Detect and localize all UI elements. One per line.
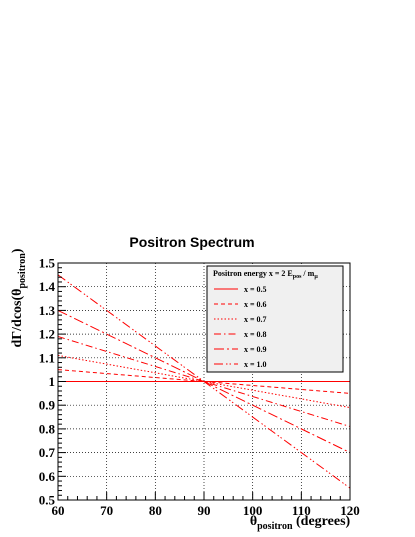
x-tick-label: 80 — [149, 503, 162, 518]
y-axis-label-suffix: ) — [10, 248, 25, 253]
legend-title-prefix: Positron energy x = 2 E — [213, 269, 293, 278]
x-axis-label: θpositron (degrees) — [250, 514, 351, 532]
legend-label: x = 1.0 — [244, 360, 267, 369]
x-tick-label: 110 — [292, 503, 311, 518]
series-lines — [57, 274, 351, 489]
x-tick-label: 120 — [340, 503, 360, 518]
x-axis-label-main: θ — [250, 514, 257, 529]
x-tick-label: 60 — [52, 503, 65, 518]
series-line — [57, 274, 351, 489]
y-tick-label: 1.3 — [39, 303, 56, 318]
y-tick-label: 0.9 — [39, 398, 56, 413]
legend-box — [206, 265, 344, 373]
legend: Positron energy x = 2 Epos / mμ x = 0.5x… — [206, 265, 344, 373]
axis-ticks: 60 70 80 90 100 110 120 0.5 0.6 0.7 0.8 0.9 1 1.1 1.2 1… — [39, 256, 360, 519]
legend-title-sub2: μ — [314, 274, 318, 280]
legend-label: x = 0.9 — [244, 345, 267, 354]
legend-title-sub1: pos — [293, 274, 302, 280]
y-axis-label: dΓ/dcos(θpositron) — [10, 248, 28, 347]
legend-title: Positron energy x = 2 Epos / mμ — [213, 269, 318, 280]
legend-entries: x = 0.5 x = 0.6 x = 0.7 x = 0.8 x = 0.9 x = 1… — [214, 285, 267, 369]
y-axis-label-prefix: dΓ/dcos(θ — [10, 289, 25, 348]
y-tick-label: 1.1 — [39, 350, 55, 365]
legend-label: x = 0.7 — [244, 315, 267, 324]
y-tick-label: 1.5 — [39, 256, 56, 271]
y-tick-label: 1.4 — [39, 279, 56, 294]
y-axis-label-sub: positron — [17, 253, 28, 289]
legend-title-mid: / m — [301, 269, 314, 278]
y-tick-label: 1.2 — [39, 327, 55, 342]
chart-title: Positron Spectrum — [129, 234, 254, 250]
y-tick-label: 0.7 — [39, 445, 56, 460]
y-tick-label: 0.8 — [39, 421, 56, 436]
x-tick-label: 100 — [243, 503, 263, 518]
legend-label: x = 0.8 — [244, 330, 267, 339]
y-tick-label: 1 — [49, 374, 56, 389]
legend-label: x = 0.5 — [244, 285, 267, 294]
y-tick-label: 0.6 — [39, 469, 56, 484]
legend-label: x = 0.6 — [244, 300, 267, 309]
x-tick-label: 70 — [100, 503, 113, 518]
x-axis-label-sub: positron — [257, 521, 293, 532]
y-tick-label: 0.5 — [39, 493, 56, 508]
x-axis-label-suffix: (degrees) — [293, 514, 351, 529]
x-tick-label: 90 — [198, 503, 211, 518]
